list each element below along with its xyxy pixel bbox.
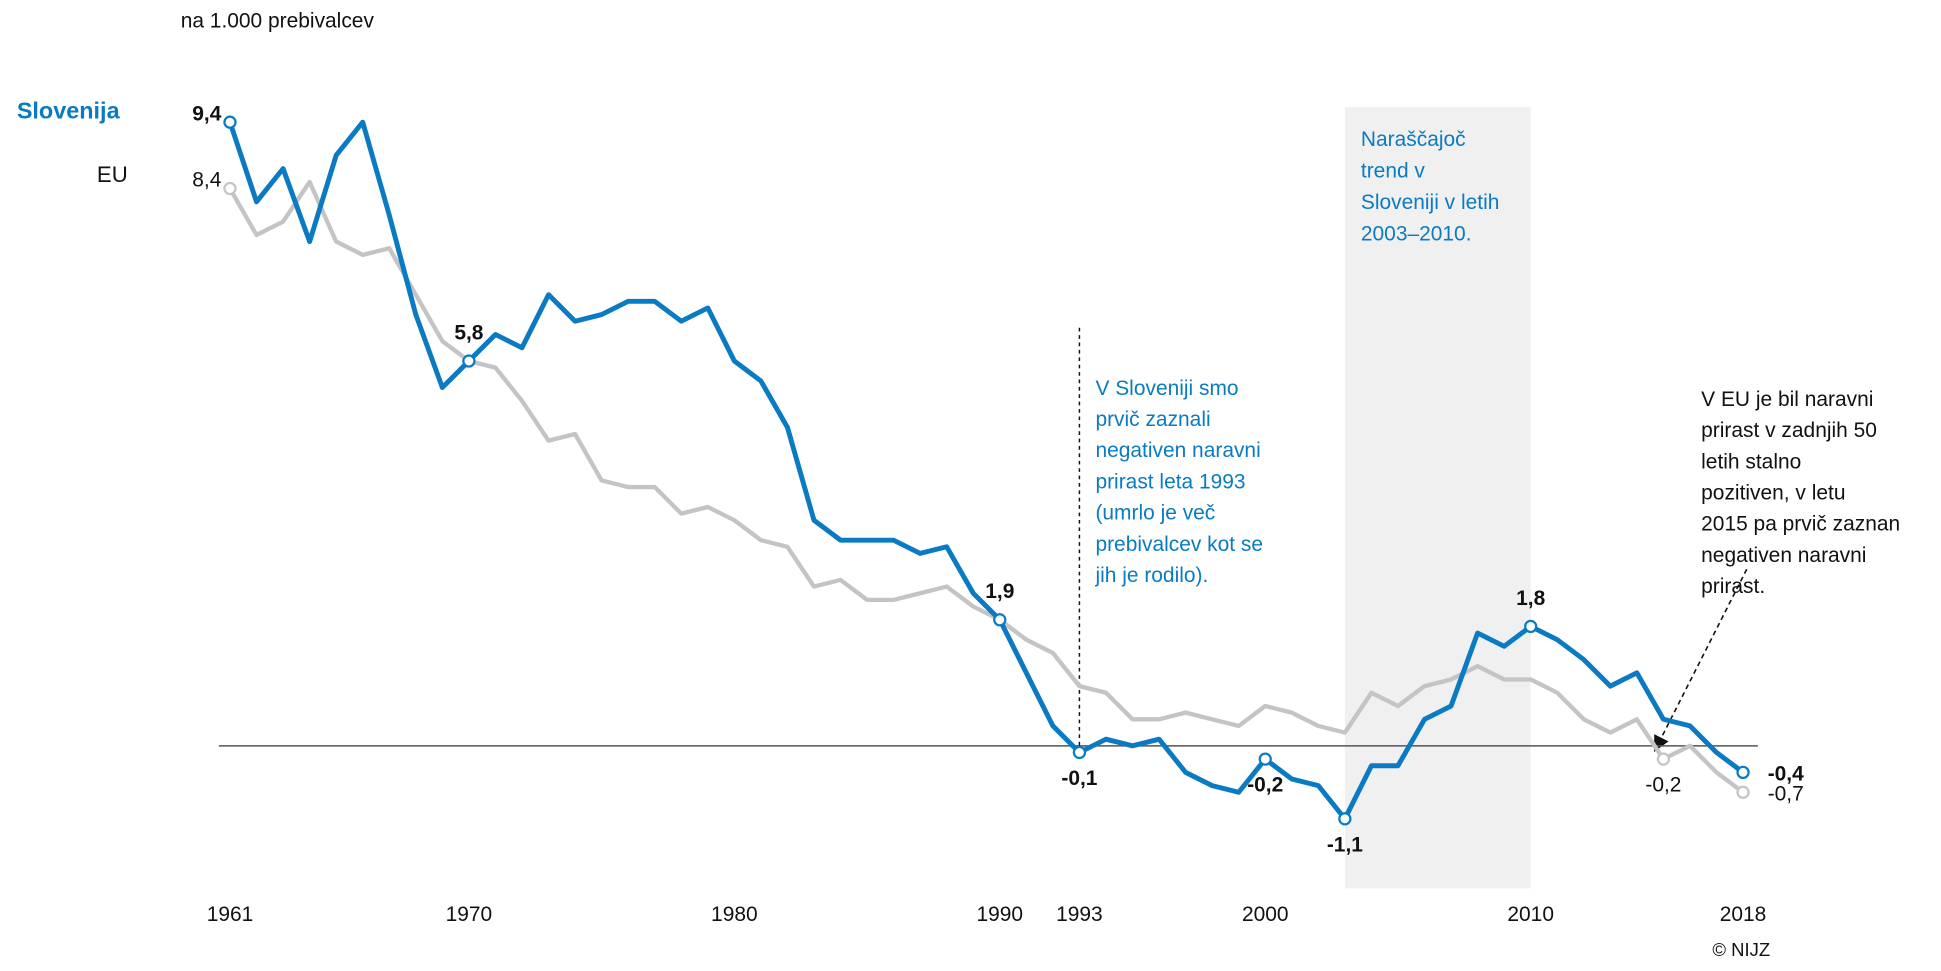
annotation-text: Naraščajoč — [1361, 128, 1466, 151]
legend-label: Slovenija — [17, 97, 121, 123]
annotation-text: negativen naravni — [1095, 439, 1260, 462]
x-tick-label: 1993 — [1056, 903, 1103, 926]
annotation-text: prirast. — [1701, 575, 1765, 598]
annotation-text: jih je rodilo). — [1094, 564, 1208, 587]
value-label: 8,4 — [192, 169, 221, 192]
annotation-text: prirast v zadnjih 50 — [1701, 419, 1877, 442]
point-marker — [993, 613, 1007, 627]
annotation-text: letih stalno — [1701, 450, 1801, 473]
annotation-text: 2015 pa prvič zaznan — [1701, 513, 1900, 536]
value-label: 9,4 — [192, 102, 221, 125]
highlight-span — [1344, 107, 1531, 889]
x-tick-label: 1970 — [446, 903, 493, 926]
value-label: 1,8 — [1516, 587, 1545, 610]
point-marker — [1656, 752, 1671, 766]
point-marker — [1072, 745, 1087, 760]
value-label: -0,7 — [1768, 782, 1804, 805]
x-tick-label: 2018 — [1720, 903, 1767, 926]
point-marker — [462, 354, 476, 368]
annotation-text: trend v — [1361, 159, 1426, 182]
value-label: -1,1 — [1327, 833, 1363, 856]
x-tick-label: 2010 — [1507, 903, 1554, 926]
annotation-text: pozitiven, v letu — [1701, 481, 1845, 504]
value-label: 1,9 — [985, 580, 1014, 603]
point-marker — [1338, 812, 1352, 826]
annotation-text: 2003–2010. — [1361, 222, 1472, 245]
point-marker — [1258, 752, 1272, 766]
value-label: -0,2 — [1247, 774, 1283, 797]
x-tick-label: 2000 — [1242, 903, 1289, 926]
point-marker — [223, 115, 237, 129]
annotation-text: V Sloveniji smo — [1095, 377, 1238, 400]
x-tick-label: 1961 — [207, 903, 254, 926]
annotation-text: negativen naravni — [1701, 544, 1866, 567]
point-marker — [1736, 765, 1750, 780]
point-marker — [1736, 785, 1750, 799]
annotation-text: (umrlo je več — [1095, 502, 1215, 525]
credit: © NIJZ — [1712, 939, 1770, 960]
point-marker — [1524, 619, 1538, 634]
value-label: -0,1 — [1061, 767, 1097, 790]
value-label: -0,2 — [1645, 774, 1681, 797]
x-tick-label: 1980 — [711, 903, 758, 926]
point-marker — [223, 181, 237, 196]
series-line — [228, 179, 1745, 794]
legend-label: EU — [97, 162, 128, 187]
annotation-text: Sloveniji v letih — [1361, 191, 1500, 214]
annotation-text: prebivalcev kot se — [1095, 533, 1263, 556]
annotation-text: prirast leta 1993 — [1095, 470, 1245, 493]
value-label: -0,4 — [1768, 762, 1804, 785]
x-tick-label: 1990 — [977, 903, 1024, 926]
value-label: 5,8 — [454, 321, 483, 344]
annotation-text: V EU je bil naravni — [1701, 388, 1873, 411]
unit-label: na 1.000 prebivalcev — [181, 10, 375, 33]
annotation-text: prvič zaznali — [1095, 408, 1210, 431]
series-line — [227, 119, 1745, 822]
